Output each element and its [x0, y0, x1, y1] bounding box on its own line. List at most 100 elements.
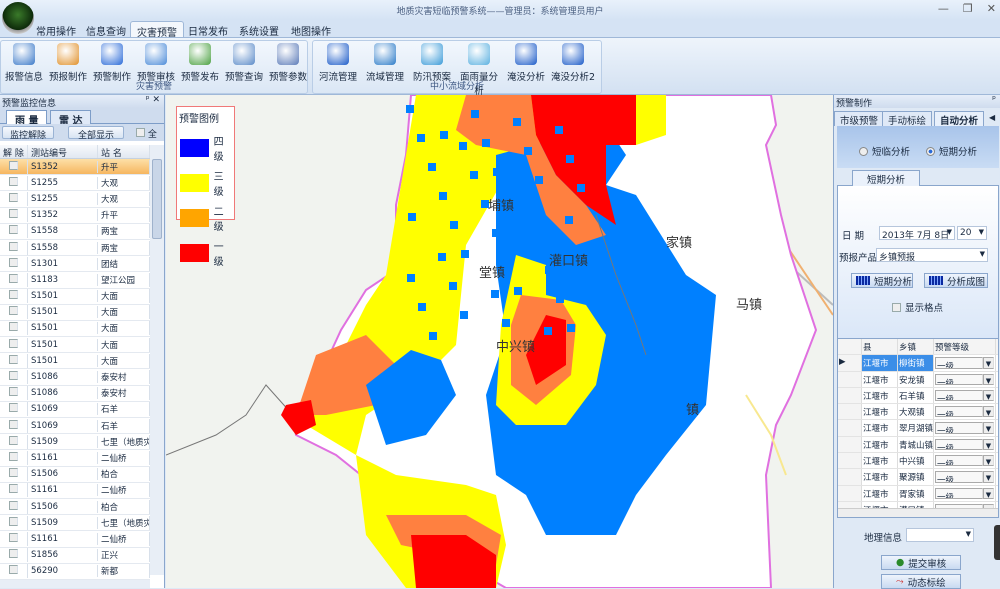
ribbon-button-review[interactable]: 预警审核 [135, 43, 177, 83]
geo-info-select[interactable]: ▼ [906, 528, 974, 542]
tab-city-warning[interactable]: 市级预警 [834, 111, 885, 127]
table-row[interactable]: 江堰市 中兴镇 一级 ▼ [838, 453, 998, 470]
warning-level-select[interactable]: 一级 [935, 406, 983, 418]
hour-select[interactable]: 20 ▼ [957, 226, 987, 240]
table-row[interactable]: S1501 大面 [0, 305, 150, 321]
clear-checkbox[interactable] [9, 451, 18, 461]
table-row[interactable]: 江堰市 青城山镇 一级 ▼ [838, 436, 998, 454]
table-row[interactable]: S1558 两宝 [0, 224, 150, 240]
clear-checkbox[interactable] [9, 371, 18, 381]
clear-checkbox[interactable] [9, 192, 18, 202]
dropdown-icon[interactable]: ▼ [983, 422, 994, 434]
table-row[interactable]: S1506 柏合 [0, 499, 150, 516]
ribbon-button-camera[interactable]: 预警制作 [91, 43, 133, 83]
dropdown-icon[interactable]: ▼ [983, 406, 994, 418]
ribbon-button-water-drop[interactable]: 淹没分析 [503, 43, 549, 83]
table-row[interactable]: S1501 大面 [0, 337, 150, 354]
clear-checkbox[interactable] [9, 516, 18, 526]
clear-checkbox[interactable] [9, 484, 18, 494]
ribbon-button-publish[interactable]: 预警发布 [179, 43, 221, 83]
table-row[interactable]: 56290 新都 [0, 564, 150, 580]
tab-common[interactable]: 常用操作 [36, 27, 76, 38]
analysis-map-button[interactable]: 分析成图 [924, 273, 988, 288]
warning-level-select[interactable]: 一级 [935, 422, 983, 434]
tab-system-settings[interactable]: 系统设置 [239, 27, 279, 38]
tab-manual-plot[interactable]: 手动标绘 [882, 111, 933, 127]
select-all-checkbox[interactable]: 全 [136, 127, 157, 140]
tab-disaster-warning[interactable]: 灾害预警 [130, 21, 184, 39]
warning-level-select[interactable]: 一级 [935, 373, 983, 385]
table-row[interactable]: 江堰市 石羊镇 一级 ▼ [838, 387, 998, 405]
table-row[interactable]: S1255 大观 [0, 191, 150, 208]
col-header[interactable]: 乡镇 [898, 339, 934, 355]
clear-checkbox[interactable] [9, 435, 18, 445]
table-row[interactable]: 江堰市 翠月湖镇 一级 ▼ [838, 420, 998, 437]
close-button[interactable]: ✕ [986, 2, 996, 15]
table-row[interactable]: 江堰市 聚源镇 一级 ▼ [838, 469, 998, 486]
col-header[interactable]: 测站编号 [28, 145, 98, 158]
clear-checkbox[interactable] [9, 338, 18, 348]
horizontal-scrollbar[interactable] [0, 580, 150, 588]
radio-short-term-nowcast[interactable]: 短临分析 [859, 144, 910, 158]
clear-monitor-button[interactable]: 监控解除 [2, 126, 54, 141]
col-header[interactable]: 预警等级 [934, 339, 996, 355]
table-row[interactable]: S1161 二仙桥 [0, 450, 150, 467]
table-row[interactable]: S1161 二仙桥 [0, 483, 150, 499]
clear-checkbox[interactable] [9, 322, 18, 332]
warning-level-select[interactable]: 一级 [935, 455, 983, 467]
dropdown-icon[interactable]: ▼ [983, 373, 994, 385]
warning-level-select[interactable]: 一级 [935, 487, 983, 499]
table-row[interactable]: S1352 升平 [0, 159, 150, 176]
clear-checkbox[interactable] [9, 225, 18, 235]
clear-checkbox[interactable] [9, 387, 18, 397]
ribbon-button-globe-water[interactable]: 防汛预案 [409, 43, 455, 83]
tab-info-query[interactable]: 信息查询 [86, 27, 126, 38]
show-all-button[interactable]: 全部显示 [68, 126, 124, 141]
table-row[interactable]: S1161 二仙桥 [0, 531, 150, 548]
warning-level-select[interactable]: 一级 [935, 471, 983, 483]
tab-radar[interactable]: 雷 达 [50, 110, 92, 127]
table-row[interactable]: S1255 大观 [0, 175, 150, 192]
date-picker[interactable]: 2013年 7月 8日 ▼ [879, 226, 955, 241]
restore-button[interactable]: ❐ [962, 2, 973, 15]
col-header[interactable]: 解 除 [0, 145, 28, 158]
col-header[interactable]: 县 [862, 339, 898, 355]
tab-rainfall[interactable]: 雨 量 [6, 110, 48, 127]
table-row[interactable]: 江堰市 安龙镇 一级 ▼ [838, 371, 998, 388]
dynamic-plot-button[interactable]: ⤳ 动态标绘 [881, 574, 961, 589]
pin-icon[interactable]: ᵖ [992, 95, 996, 105]
tab-auto-analysis[interactable]: 自动分析 [934, 111, 985, 127]
table-row[interactable]: S1069 石羊 [0, 402, 150, 418]
table-row[interactable]: S1506 柏合 [0, 467, 150, 483]
table-row[interactable]: S1301 团结 [0, 256, 150, 273]
subtab-short-range[interactable]: 短期分析 [852, 170, 921, 186]
table-row[interactable]: 江堰市 大观镇 一级 ▼ [838, 404, 998, 421]
dropdown-icon[interactable]: ▼ [983, 389, 994, 402]
vertical-scrollbar[interactable] [150, 145, 164, 575]
tab-daily-publish[interactable]: 日常发布 [188, 27, 228, 38]
dropdown-icon[interactable]: ▼ [983, 455, 994, 467]
clear-checkbox[interactable] [9, 532, 18, 542]
horizontal-scrollbar[interactable] [838, 508, 998, 517]
ribbon-button-water-drop[interactable]: 河流管理 [315, 43, 361, 83]
minimize-button[interactable]: — [937, 2, 949, 15]
clear-checkbox[interactable] [9, 419, 18, 429]
ribbon-button-magnifier[interactable]: 预警查询 [223, 43, 265, 83]
submit-review-button[interactable]: ● 提交审核 [881, 555, 961, 570]
clear-checkbox[interactable] [9, 176, 18, 186]
col-header[interactable]: 站 名 [98, 145, 150, 158]
table-row[interactable]: S1086 泰安村 [0, 369, 150, 386]
table-row[interactable]: S1183 望江公园 [0, 272, 150, 289]
app-menu-orb[interactable] [2, 2, 34, 34]
clear-checkbox[interactable] [9, 354, 18, 364]
clear-checkbox[interactable] [9, 160, 18, 170]
clear-checkbox[interactable] [9, 209, 18, 219]
dropdown-icon[interactable]: ▼ [983, 471, 994, 483]
show-grid-checkbox[interactable]: 显示格点 [892, 300, 943, 314]
table-row[interactable]: S1501 大面 [0, 289, 150, 305]
dropdown-icon[interactable]: ▼ [983, 357, 994, 369]
pin-close-icons[interactable]: ᵖ ✕ [145, 95, 160, 105]
table-row[interactable]: S1352 升平 [0, 208, 150, 224]
clear-checkbox[interactable] [9, 549, 18, 559]
table-row[interactable]: 江堰市 胥家镇 一级 ▼ [838, 485, 998, 502]
